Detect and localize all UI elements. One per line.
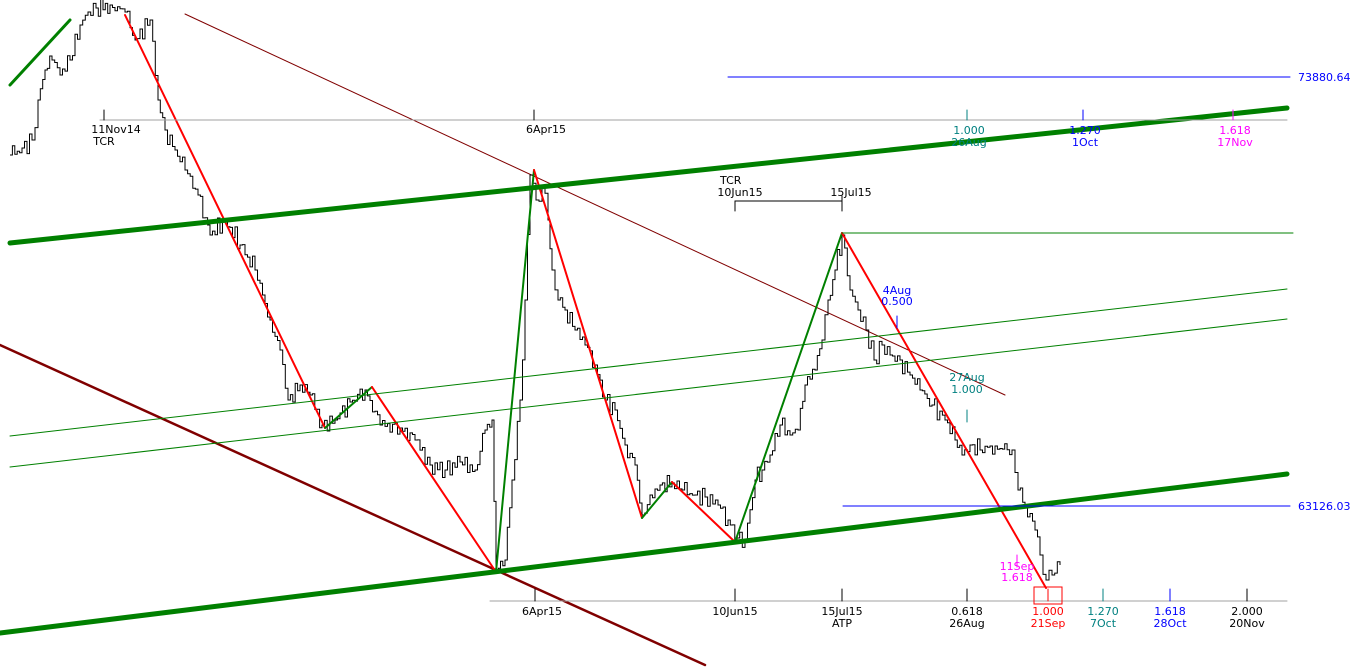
mid-timeline-date: 15Jul15	[830, 186, 871, 199]
up-wave-line	[8, 18, 72, 87]
top-timeline-date: 11Nov14	[91, 123, 140, 136]
level-lines	[99, 76, 1291, 605]
annotation-date: 27Aug	[949, 371, 984, 384]
bottom-timeline-sub: 21Sep	[1031, 617, 1066, 630]
top-timeline-date: 17Nov	[1217, 136, 1253, 149]
bottom-timeline-date: 15Jul15	[821, 605, 862, 618]
bottom-timeline-sub: 26Aug	[949, 617, 984, 630]
channel-inner-line	[9, 288, 1288, 437]
top-timeline-date: 1Oct	[1072, 136, 1099, 149]
price-line	[10, 0, 1061, 581]
bottom-timeline-sub: 20Nov	[1229, 617, 1265, 630]
bottom-timeline-sub: ATP	[832, 617, 852, 630]
up-wave-line	[495, 169, 535, 573]
bottom-timeline-sub: 7Oct	[1090, 617, 1117, 630]
bottom-timeline-date: 6Apr15	[522, 605, 562, 618]
top-timeline-ratio: 1.618	[1219, 124, 1251, 137]
down-wave-line	[671, 481, 736, 543]
channel-upper-line	[7, 105, 1290, 246]
trendline-lower	[0, 343, 707, 667]
mid-timeline-label: TCR	[719, 174, 742, 187]
annotation-ratio: 1.000	[951, 383, 983, 396]
bottom-timeline-date: 10Jun15	[712, 605, 757, 618]
down-wave-line	[841, 232, 1047, 589]
bottom-timeline-date: 1.618	[1154, 605, 1186, 618]
up-wave-line	[734, 232, 843, 543]
bottom-timeline-date: 1.000	[1032, 605, 1064, 618]
annotation-ratio: 0.500	[881, 295, 913, 308]
target-box	[1033, 586, 1063, 605]
chart-trendlines	[0, 13, 1006, 667]
top-timeline-ratio: 1.270	[1069, 124, 1101, 137]
channel-lines	[0, 18, 1294, 636]
top-timeline-date: 6Apr15	[526, 123, 566, 136]
wave-lines	[124, 14, 1047, 589]
channel-inner-line	[9, 318, 1288, 468]
bottom-timeline-sub: 28Oct	[1153, 617, 1187, 630]
annotation-date: 11Sep	[1000, 560, 1035, 573]
price-level-label: 63126.03	[1298, 500, 1351, 513]
top-timeline-sub: TCR	[92, 135, 115, 148]
channel-lower-line	[0, 471, 1290, 636]
top-timeline-date: 26Aug	[951, 136, 986, 149]
price-series	[10, 0, 1061, 581]
mid-timeline-date: 10Jun15	[717, 186, 762, 199]
up-wave-line	[324, 386, 373, 429]
annotation-date: 4Aug	[883, 284, 911, 297]
price-level-label: 73880.64	[1298, 71, 1351, 84]
bottom-timeline-date: 0.618	[951, 605, 983, 618]
down-wave-line	[371, 386, 497, 573]
up-wave-line	[641, 481, 673, 519]
bottom-timeline-date: 2.000	[1231, 605, 1263, 618]
top-timeline-ratio: 1.000	[953, 124, 985, 137]
bottom-timeline-date: 1.270	[1087, 605, 1119, 618]
down-wave-line	[533, 169, 643, 519]
trendline-upper	[184, 13, 1006, 396]
annotation-ratio: 1.618	[1001, 571, 1033, 584]
